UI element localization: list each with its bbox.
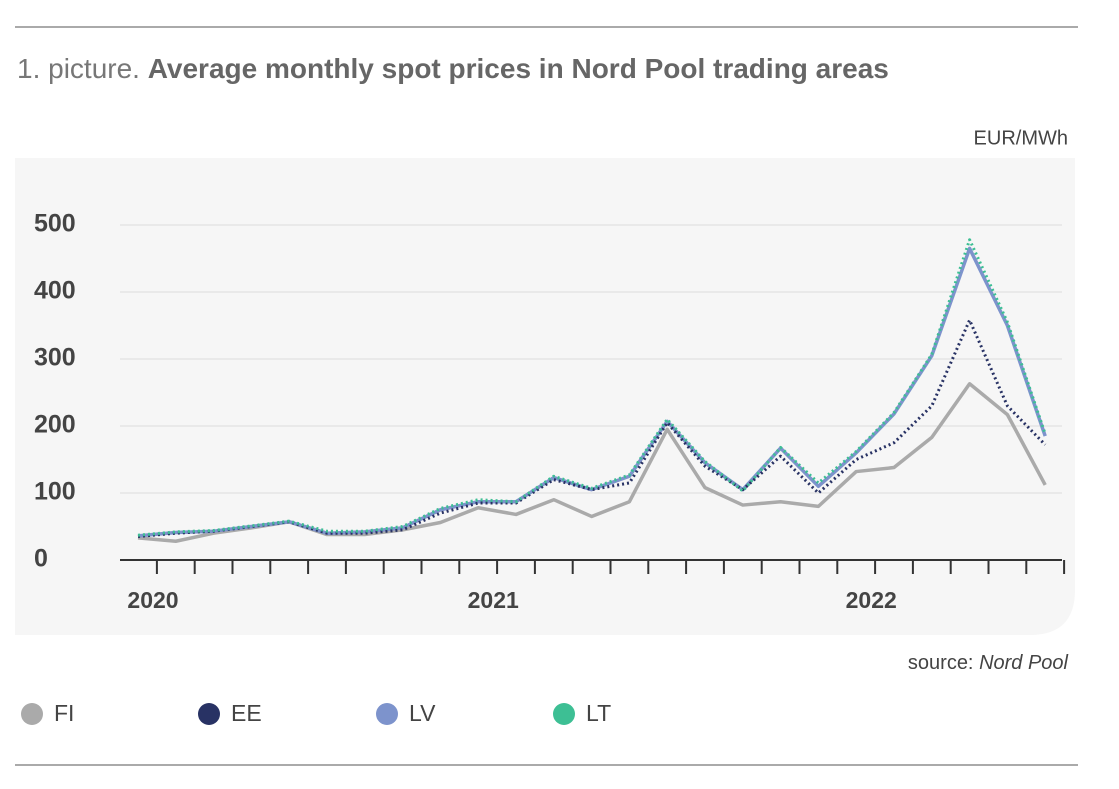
source-name: Nord Pool [979,652,1068,674]
legend-swatch [21,703,43,725]
y-tick-label: 100 [34,478,76,506]
x-tick-label: 2022 [846,587,897,613]
title-prefix: 1. picture. [17,53,140,84]
legend-swatch [376,703,398,725]
source-label: source: [908,652,974,674]
plot: 0 100 200 300 400 500 2020 2021 2022 [34,210,1066,613]
y-tick-label: 500 [34,210,76,238]
y-tick-label: 0 [34,545,48,573]
legend-label: LV [409,700,436,726]
y-tick-label: 200 [34,411,76,439]
legend-label: FI [54,700,74,726]
legend-swatch [553,703,575,725]
chart-title: 1. picture. Average monthly spot prices … [17,53,889,84]
source: source: Nord Pool [908,652,1069,674]
legend-label: EE [231,700,262,726]
unit-label: EUR/MWh [974,127,1068,149]
series-line [137,238,1047,537]
x-tick-label: 2020 [127,587,178,613]
x-tick-label: 2021 [468,587,519,613]
title-main: Average monthly spot prices in Nord Pool… [148,53,889,84]
plot-background [15,158,1075,635]
legend-label: LT [586,700,611,726]
y-tick-label: 400 [34,277,76,305]
y-tick-label: 300 [34,344,76,372]
legend-swatch [198,703,220,725]
